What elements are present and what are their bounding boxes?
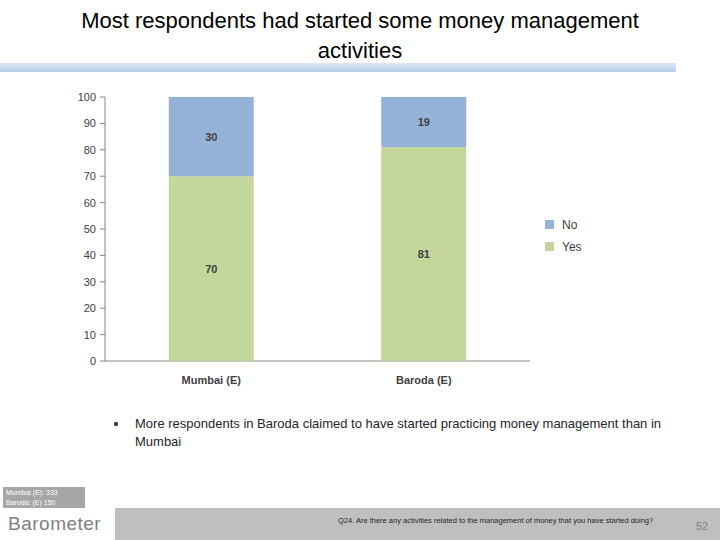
slide: 0 10 20 30 40 50 60 70 80 90 100 Mumbai (E) Baroda (…	[0, 0, 720, 540]
y-tick-label: 0	[90, 355, 96, 367]
question: Q24. Are there any activities related to…	[338, 516, 696, 526]
title-band	[0, 63, 676, 72]
y-tick-label: 100	[78, 91, 96, 103]
data-label: 70	[205, 263, 217, 275]
y-tick	[100, 229, 105, 230]
footer-band	[115, 508, 720, 540]
base-box	[3, 487, 85, 508]
bar-segment	[381, 97, 466, 147]
bullet-dot	[114, 422, 118, 426]
bar-segment	[381, 147, 466, 361]
y-tick	[100, 334, 105, 335]
y-tick	[100, 149, 105, 150]
bullet-text: More respondents in Baroda claimed to ha…	[135, 415, 695, 451]
y-tick	[100, 97, 105, 98]
bar-segment	[169, 176, 254, 361]
data-label: 30	[205, 131, 217, 143]
legend-swatch	[545, 220, 554, 229]
y-tick	[100, 255, 105, 256]
y-tick-label: 20	[84, 302, 96, 314]
y-tick	[100, 202, 105, 203]
y-tick	[100, 176, 105, 177]
legend-label: No	[562, 218, 578, 232]
y-tick-label: 70	[84, 170, 96, 182]
logo: Barometer	[8, 513, 101, 535]
data-label: 19	[418, 116, 430, 128]
bars	[169, 97, 467, 361]
legend-label: Yes	[562, 240, 582, 254]
y-tick	[100, 361, 105, 362]
x-tick-label: Mumbai (E)	[182, 374, 242, 386]
x-tick-label: Baroda (E)	[396, 374, 452, 386]
y-tick-label: 30	[84, 276, 96, 288]
y-tick-label: 60	[84, 197, 96, 209]
data-label: 81	[418, 248, 430, 260]
y-tick-label: 90	[84, 117, 96, 129]
legend-swatch	[545, 242, 554, 251]
bar-segment	[169, 97, 254, 176]
y-tick	[100, 123, 105, 124]
y-tick-label: 10	[84, 329, 96, 341]
title: Most respondents had started some money …	[40, 6, 680, 66]
y-tick-label: 80	[84, 144, 96, 156]
y-tick-label: 40	[84, 249, 96, 261]
chart-svg: 0 10 20 30 40 50 60 70 80 90 100 Mumbai (E) Baroda (…	[0, 0, 720, 540]
page-number: 52	[696, 519, 708, 533]
base-note: Mumbai (E): 333	[6, 488, 58, 497]
y-tick-label: 50	[84, 223, 96, 235]
y-tick	[100, 308, 105, 309]
base-note: Baroda: (E) 150	[6, 498, 55, 507]
y-tick	[100, 281, 105, 282]
